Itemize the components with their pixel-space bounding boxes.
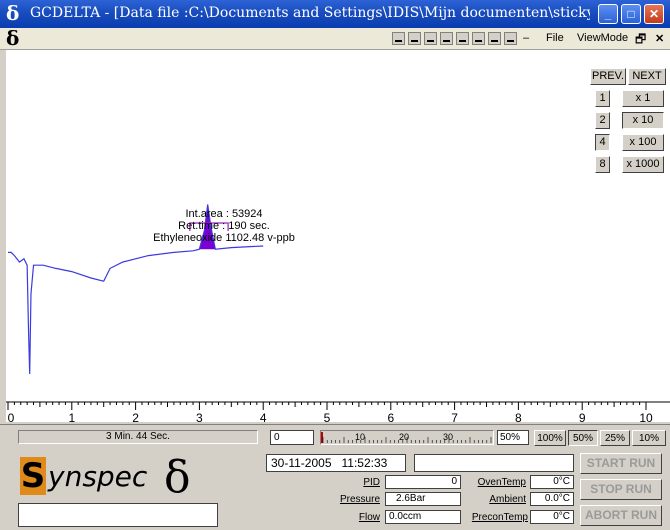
menu-viewmode[interactable]: ViewMode [577, 32, 629, 44]
pressure-value: 2.6Bar [385, 492, 461, 506]
ambient-label: Ambient [489, 494, 526, 505]
progress-label-10: 10 [355, 432, 366, 442]
x-tick-label: 9 [579, 411, 586, 422]
toolbar-icon-7[interactable] [488, 32, 501, 45]
menu-bar: δ – File ViewMode 🗗 ✕ [0, 26, 670, 50]
scale-2-button[interactable]: 2 [595, 112, 610, 129]
x-tick-label: 10 [639, 411, 653, 422]
doc-close-icon[interactable]: ✕ [655, 33, 665, 45]
counter-field[interactable]: 0 [270, 430, 314, 445]
message-field [18, 503, 218, 527]
pid-value: 0 [385, 475, 461, 489]
ambient-value: 0.0°C [530, 492, 574, 506]
maximize-button[interactable]: □ [621, 4, 641, 24]
precontemp-label: PreconTemp [471, 512, 528, 523]
scale-x1000-button[interactable]: x 1000 [622, 156, 664, 173]
date-value: 30-11-2005 [271, 456, 332, 470]
x-tick-label: 2 [132, 411, 139, 422]
peak-area-fill [199, 204, 216, 250]
progress-ticks [322, 437, 492, 443]
toolbar-icon-2[interactable] [408, 32, 421, 45]
flow-label: Flow [358, 512, 380, 523]
oventemp-label: OvenTemp [477, 477, 526, 488]
peak-marker-bracket [189, 222, 229, 231]
prev-button[interactable]: PREV. [590, 68, 626, 85]
app-logo-icon: δ [6, 1, 20, 25]
status-field [414, 454, 574, 472]
window-title: GCDELTA - [Data file :C:\Documents and S… [30, 5, 590, 21]
toolbar-icon-5[interactable] [456, 32, 469, 45]
toolbar-icon-1[interactable] [392, 32, 405, 45]
datetime-display: 30-11-2005 11:52:33 [266, 454, 406, 472]
title-bar[interactable]: δ GCDELTA - [Data file :C:\Documents and… [0, 0, 670, 28]
minimize-button[interactable]: _ [598, 4, 618, 24]
scale-8-button[interactable]: 8 [595, 156, 610, 173]
next-button[interactable]: NEXT [628, 68, 666, 85]
signal-line [8, 204, 264, 375]
logo-delta-icon: δ [164, 452, 191, 503]
scale-4-button[interactable]: 4 [595, 134, 610, 151]
x-tick-label: 7 [451, 411, 458, 422]
toolbar-icon-4[interactable] [440, 32, 453, 45]
chromatogram-chart: 0 1 2 3 4 5 6 7 8 9 10 [6, 204, 670, 422]
zoom-value-field[interactable]: 50% [497, 430, 529, 445]
oventemp-value: 0°C [530, 475, 574, 489]
x-tick-label: 3 [196, 411, 203, 422]
progress-label-30: 30 [443, 432, 454, 442]
scale-1-button[interactable]: 1 [595, 90, 610, 107]
x-tick-label: 6 [387, 411, 394, 422]
scale-x100-button[interactable]: x 100 [622, 134, 664, 151]
peak-rettime-label: Ret.time : 190 sec. [178, 220, 270, 232]
stop-run-button[interactable]: STOP RUN [580, 479, 662, 500]
close-button[interactable]: ✕ [644, 4, 664, 24]
abort-run-button[interactable]: ABORT RUN [580, 505, 662, 526]
toolbar-icon-6[interactable] [472, 32, 485, 45]
doc-logo-icon: δ [6, 26, 20, 50]
menu-file[interactable]: File [546, 32, 564, 44]
progress-marker [321, 432, 323, 443]
precontemp-value: 0°C [530, 510, 574, 524]
x-tick-label: 1 [68, 411, 75, 422]
pressure-label: Pressure [339, 494, 380, 505]
chromatogram-area[interactable]: 0 1 2 3 4 5 6 7 8 9 10 Int.area : 53924 Ret.time :… [6, 50, 670, 422]
run-progress-bar: 10 20 30 [320, 430, 494, 445]
toolbar-icon-3[interactable] [424, 32, 437, 45]
time-value: 11:52:33 [341, 456, 388, 470]
peak-annotation: Int.area : 53924 Ret.time : 190 sec. Eth… [124, 208, 324, 244]
x-tick-label: 8 [515, 411, 522, 422]
menu-dash[interactable]: – [523, 32, 530, 44]
pid-label: PID [363, 477, 380, 488]
peak-area-label: Int.area : 53924 [185, 208, 263, 220]
scale-x1-button[interactable]: x 1 [622, 90, 664, 107]
x-tick-label: 5 [324, 411, 331, 422]
zoom-100-button[interactable]: 100% [534, 430, 566, 446]
x-tick-label: 4 [260, 411, 267, 422]
scale-x10-button[interactable]: x 10 [622, 112, 664, 129]
zoom-50-button[interactable]: 50% [568, 430, 598, 446]
zoom-10-button[interactable]: 10% [632, 430, 666, 446]
logo-wordmark: ynspec [48, 460, 148, 493]
flow-value: 0.0ccm [385, 510, 461, 524]
restore-icon[interactable]: 🗗 [635, 32, 647, 46]
x-tick-label: 0 [8, 411, 15, 422]
zoom-25-button[interactable]: 25% [600, 430, 630, 446]
run-time-display: 3 Min. 44 Sec. [18, 430, 258, 444]
start-run-button[interactable]: START RUN [580, 453, 662, 474]
toolbar-icon-8[interactable] [504, 32, 517, 45]
peak-compound-label: Ethyleneoxide 1102.48 v-ppb [153, 232, 295, 244]
logo-s-letter: S [20, 456, 46, 496]
progress-label-20: 20 [399, 432, 410, 442]
synspec-logo: S ynspec δ [18, 452, 218, 503]
